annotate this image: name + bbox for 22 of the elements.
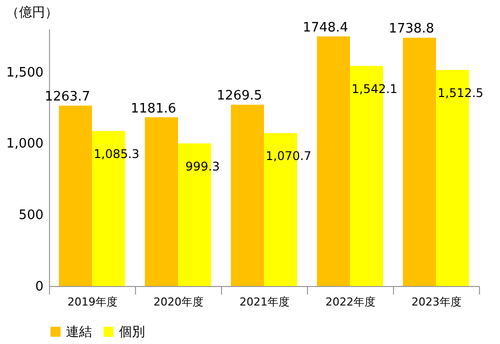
x-tick-label: 2023年度 <box>412 296 462 308</box>
y-tick-label: 1,500 <box>6 65 44 80</box>
bar <box>316 36 350 286</box>
data-label: 1748.4 <box>302 20 348 36</box>
x-tick-label: 2021年度 <box>240 296 290 308</box>
y-tick-label: 0 <box>35 280 44 294</box>
data-label: 1269.5 <box>216 88 262 104</box>
y-axis-title: （億円） <box>6 5 58 20</box>
legend-label: 個別 <box>119 324 145 340</box>
y-tick-label: 500 <box>18 208 44 224</box>
bar <box>402 38 436 286</box>
y-tick-label: 1,000 <box>6 136 44 152</box>
bar <box>230 104 264 286</box>
x-tick-label: 2020年度 <box>154 296 204 308</box>
x-tick-label: 2022年度 <box>326 296 376 308</box>
data-label: 1263.7 <box>44 90 90 105</box>
legend-label: 連結 <box>66 324 92 340</box>
bar <box>144 117 178 286</box>
x-tick-label: 2019年度 <box>68 296 118 308</box>
data-label: 1738.8 <box>388 22 434 37</box>
bar <box>58 106 92 286</box>
data-label: 1181.6 <box>130 101 176 116</box>
